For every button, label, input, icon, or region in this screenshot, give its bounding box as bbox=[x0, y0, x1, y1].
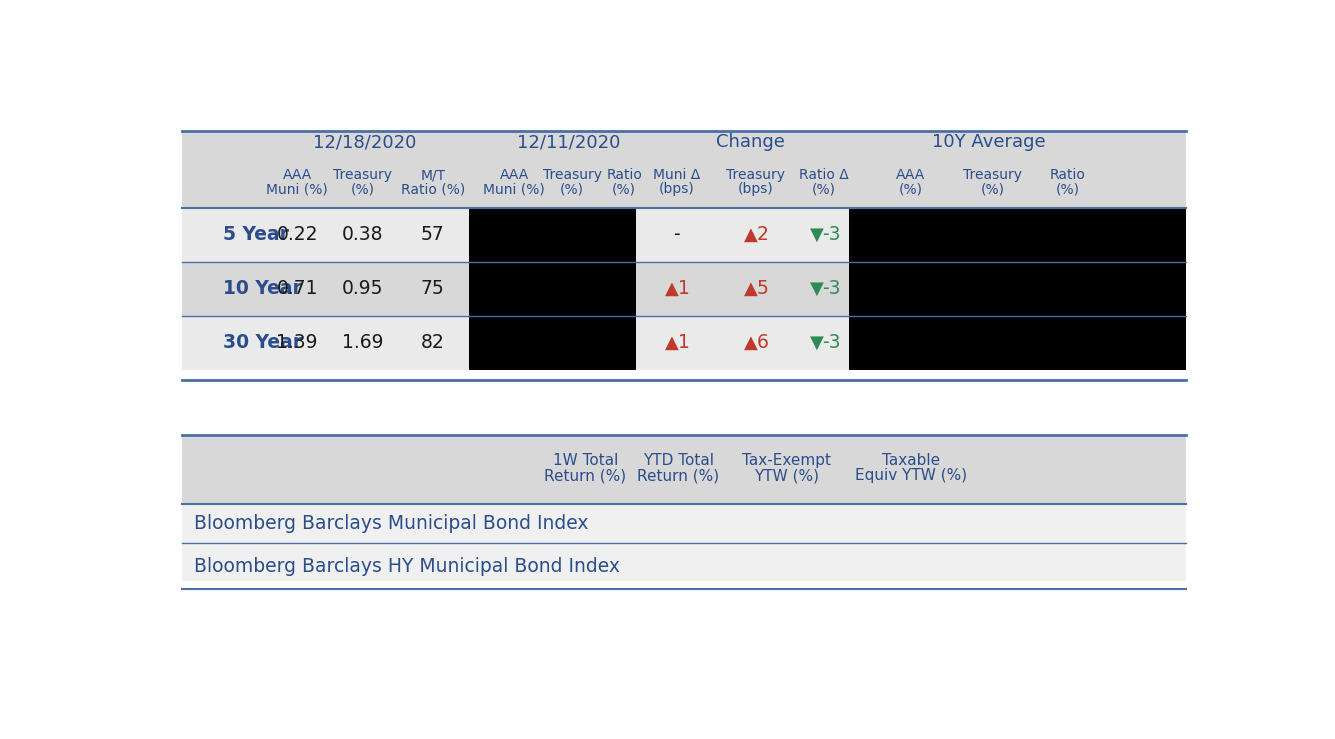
Text: 12/11/2020: 12/11/2020 bbox=[518, 133, 621, 151]
Text: Bloomberg Barclays HY Municipal Bond Index: Bloomberg Barclays HY Municipal Bond Ind… bbox=[194, 556, 619, 576]
Text: Change: Change bbox=[716, 133, 785, 151]
Text: -3: -3 bbox=[822, 225, 841, 245]
Text: 5 Year: 5 Year bbox=[223, 225, 288, 245]
Bar bbox=[183, 262, 1185, 316]
Text: Taxable: Taxable bbox=[882, 453, 940, 468]
Text: 1.69: 1.69 bbox=[342, 333, 383, 353]
Text: 1: 1 bbox=[678, 333, 690, 353]
Text: AAA: AAA bbox=[283, 168, 311, 183]
Text: 10 Year: 10 Year bbox=[223, 279, 302, 299]
Text: Treasury: Treasury bbox=[963, 168, 1021, 183]
Text: 82: 82 bbox=[421, 333, 445, 353]
Text: M/T: M/T bbox=[421, 168, 446, 183]
Text: 6: 6 bbox=[757, 333, 769, 353]
Text: ▲: ▲ bbox=[665, 280, 678, 298]
Text: 0.22: 0.22 bbox=[276, 225, 318, 245]
Text: ▲: ▲ bbox=[744, 334, 757, 352]
Text: 12/18/2020: 12/18/2020 bbox=[314, 133, 417, 151]
Text: Muni Δ: Muni Δ bbox=[653, 168, 701, 183]
Text: (%): (%) bbox=[898, 183, 922, 196]
Text: 75: 75 bbox=[421, 279, 445, 299]
Text: 57: 57 bbox=[421, 225, 445, 245]
Text: Bloomberg Barclays Municipal Bond Index: Bloomberg Barclays Municipal Bond Index bbox=[194, 514, 589, 534]
Text: ▲: ▲ bbox=[744, 280, 757, 298]
Text: (%): (%) bbox=[1056, 183, 1080, 196]
Bar bbox=[469, 208, 635, 370]
Bar bbox=[183, 435, 1185, 582]
Text: YTW (%): YTW (%) bbox=[754, 469, 820, 483]
Text: Tax-Exempt: Tax-Exempt bbox=[742, 453, 832, 468]
Text: Treasury: Treasury bbox=[543, 168, 602, 183]
Bar bbox=[183, 208, 1185, 262]
Text: ▼: ▼ bbox=[810, 334, 824, 352]
Text: 0.71: 0.71 bbox=[276, 279, 318, 299]
Text: 0.38: 0.38 bbox=[342, 225, 383, 245]
Text: Ratio (%): Ratio (%) bbox=[400, 183, 465, 196]
Text: (bps): (bps) bbox=[738, 183, 774, 196]
Text: Treasury: Treasury bbox=[726, 168, 785, 183]
Text: 10Y Average: 10Y Average bbox=[932, 133, 1045, 151]
Text: 30 Year: 30 Year bbox=[223, 333, 302, 353]
Text: 0.95: 0.95 bbox=[342, 279, 383, 299]
Bar bbox=[183, 131, 1185, 208]
Text: 5: 5 bbox=[757, 279, 769, 299]
Text: (%): (%) bbox=[613, 183, 635, 196]
Text: Muni (%): Muni (%) bbox=[266, 183, 328, 196]
Text: Ratio: Ratio bbox=[1049, 168, 1085, 183]
Text: ▼: ▼ bbox=[810, 280, 824, 298]
Text: 1W Total: 1W Total bbox=[553, 453, 618, 468]
Text: 1: 1 bbox=[678, 279, 690, 299]
Text: ▼: ▼ bbox=[810, 226, 824, 244]
Text: ▲: ▲ bbox=[744, 226, 757, 244]
Text: (%): (%) bbox=[561, 183, 585, 196]
Text: Return (%): Return (%) bbox=[637, 469, 720, 483]
Text: 2: 2 bbox=[757, 225, 769, 245]
Text: Treasury: Treasury bbox=[334, 168, 392, 183]
Text: Ratio Δ: Ratio Δ bbox=[800, 168, 849, 183]
Text: (%): (%) bbox=[980, 183, 1004, 196]
Text: -: - bbox=[674, 225, 680, 245]
Text: -3: -3 bbox=[822, 279, 841, 299]
Bar bbox=[183, 316, 1185, 370]
Text: 1.39: 1.39 bbox=[276, 333, 318, 353]
Text: ▲: ▲ bbox=[665, 334, 678, 352]
Text: (%): (%) bbox=[812, 183, 836, 196]
Text: Return (%): Return (%) bbox=[545, 469, 626, 483]
Text: AAA: AAA bbox=[499, 168, 529, 183]
Text: -3: -3 bbox=[822, 333, 841, 353]
Text: AAA: AAA bbox=[896, 168, 925, 183]
Text: YTD Total: YTD Total bbox=[643, 453, 714, 468]
Text: Ratio: Ratio bbox=[606, 168, 642, 183]
Bar bbox=[849, 208, 1185, 370]
Text: (bps): (bps) bbox=[659, 183, 694, 196]
Text: Equiv YTW (%): Equiv YTW (%) bbox=[854, 469, 967, 483]
Text: (%): (%) bbox=[351, 183, 375, 196]
Bar bbox=[183, 505, 1185, 582]
Text: Muni (%): Muni (%) bbox=[483, 183, 545, 196]
